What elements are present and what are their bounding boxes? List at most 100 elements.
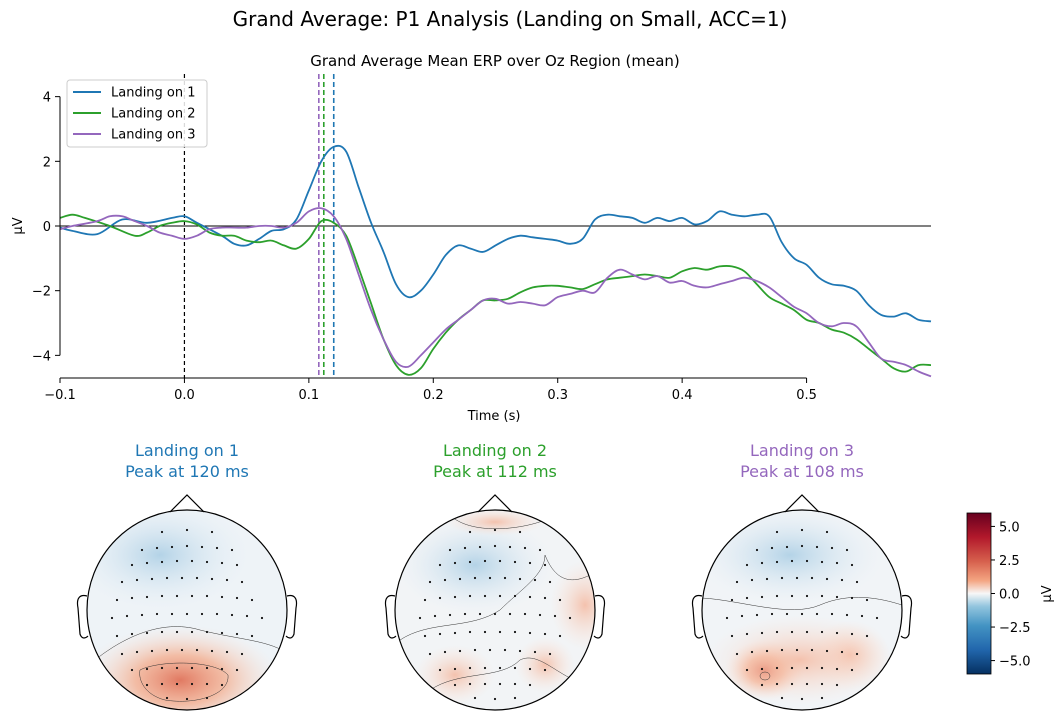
electrode-dot	[493, 544, 497, 548]
electrode-dot	[790, 682, 794, 686]
electrode-dot	[800, 612, 804, 616]
electrode-dot	[810, 576, 814, 580]
colorbar-tick-label: 5.0	[999, 520, 1020, 535]
electrode-dot	[220, 631, 224, 635]
electrode-dot	[518, 530, 522, 534]
electrode-dot	[468, 682, 472, 686]
electrode-dot	[175, 682, 179, 686]
electrode-dot	[423, 598, 427, 602]
electrode-dot	[790, 630, 794, 634]
electrode-dot	[160, 530, 164, 534]
electrode-dot	[503, 648, 507, 652]
topomap-1-electrodes	[110, 528, 264, 701]
electrode-dot	[860, 614, 864, 618]
electrode-dot	[483, 559, 487, 563]
peak-latency-markers	[318, 74, 335, 378]
electrode-dot	[825, 577, 829, 581]
electrode-dot	[770, 546, 774, 550]
electrode-dot	[785, 545, 789, 549]
electrode-dot	[483, 594, 487, 598]
y-tick-label: −4	[32, 349, 51, 364]
y-axis-label: µV	[11, 217, 26, 234]
electrode-dot	[145, 667, 149, 671]
electrode-dot	[498, 630, 502, 634]
electrode-dot	[815, 612, 819, 616]
electrode-dot	[523, 612, 527, 616]
topomap-3-right-ear	[900, 594, 913, 639]
electrode-dot	[800, 528, 804, 532]
topomap-2-positive-region	[415, 645, 495, 705]
electrode-dot	[145, 595, 149, 599]
topomap-3-head-outline	[701, 509, 903, 711]
electrode-dot	[543, 668, 547, 672]
electrode-dot	[745, 668, 749, 672]
erp-series-lines	[59, 144, 932, 378]
electrode-dot	[453, 683, 457, 687]
topomap-3-nose	[784, 494, 820, 513]
colorbar-label: µV	[1040, 585, 1055, 602]
electrode-dot	[755, 548, 759, 552]
electrode-dot	[160, 666, 164, 670]
electrode-dot	[185, 697, 189, 701]
topomap-1-condition: Landing on 1	[135, 441, 239, 460]
electrode-dot	[760, 631, 764, 635]
electrode-dot	[493, 697, 497, 701]
electrode-dot	[528, 631, 532, 635]
electrode-dot	[160, 560, 164, 564]
figure-suptitle: Grand Average: P1 Analysis (Landing on S…	[233, 7, 788, 31]
electrode-dot	[800, 697, 804, 701]
x-tick-label: 0.3	[547, 388, 568, 403]
electrode-dot	[190, 630, 194, 634]
topomap-2-nose	[477, 494, 513, 513]
electrode-dot	[110, 616, 114, 620]
electrode-dot	[190, 594, 194, 598]
electrode-dot	[468, 594, 472, 598]
topomap-3-negative-region	[702, 510, 885, 605]
electrode-dot	[840, 578, 844, 582]
legend-entry: Landing on 2	[73, 107, 196, 122]
electrode-dot	[250, 598, 254, 602]
electrode-dot	[205, 682, 209, 686]
electrode-dot	[130, 668, 134, 672]
electrode-dot	[210, 530, 214, 534]
electrode-dot	[210, 649, 214, 653]
electrode-dot	[448, 613, 452, 617]
legend-entry: Landing on 3	[73, 128, 196, 143]
series-line-1	[59, 144, 932, 323]
colorbar-ticks: 5.0 2.5 0.0 −2.5 −5.0	[991, 520, 1031, 670]
electrode-dot	[750, 578, 754, 582]
electrode-dot	[473, 576, 477, 580]
electrode-dot	[558, 634, 562, 638]
electrode-dot	[825, 649, 829, 653]
electrode-dot	[835, 667, 839, 671]
topomap-2	[384, 494, 606, 711]
electrode-dot	[220, 561, 224, 565]
electrode-dot	[463, 612, 467, 616]
electrode-dot	[220, 667, 224, 671]
electrode-dot	[245, 614, 249, 618]
topomap-1-left-ear	[76, 594, 89, 639]
colorbar: 5.0 2.5 0.0 −2.5 −5.0 µV	[966, 512, 1055, 675]
electrode-dot	[845, 613, 849, 617]
electrode-dot	[438, 632, 442, 636]
electrode-dot	[235, 668, 239, 672]
colorbar-tick-label: 0.0	[999, 588, 1020, 603]
electrode-dot	[840, 650, 844, 654]
electrode-dot	[220, 595, 224, 599]
legend: Landing on 1 Landing on 2 Landing on 3	[66, 79, 208, 148]
topomap-1-title: Landing on 1 Peak at 120 ms	[125, 441, 249, 481]
erp-title: Grand Average Mean ERP over Oz Region (m…	[310, 52, 680, 70]
electrode-dot	[185, 612, 189, 616]
electrode-dot	[730, 634, 734, 638]
electrode-dot	[528, 667, 532, 671]
electrode-dot	[780, 648, 784, 652]
electrode-dot	[735, 580, 739, 584]
x-tick-label: 0.1	[299, 388, 320, 403]
electrode-dot	[160, 682, 164, 686]
electrode-dot	[160, 630, 164, 634]
topomap-1-peak: Peak at 120 ms	[125, 462, 249, 481]
topomap-3-title: Landing on 3 Peak at 108 ms	[740, 441, 864, 481]
electrode-dot	[458, 577, 462, 581]
y-tick-label: −2	[32, 285, 51, 300]
